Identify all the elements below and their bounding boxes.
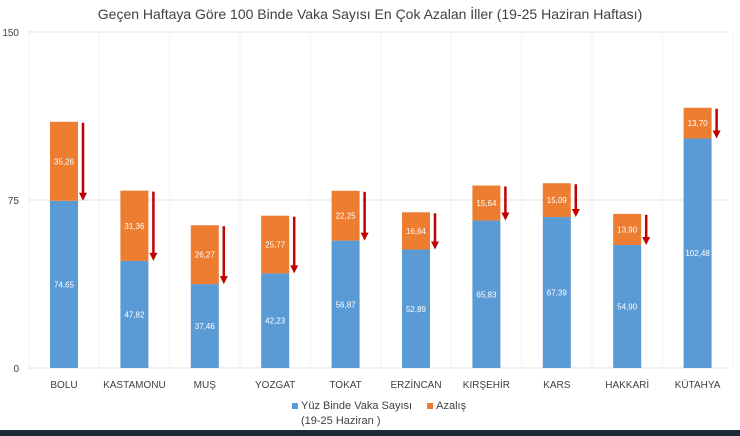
bar-cases [683, 138, 712, 368]
bar-cases [402, 249, 430, 368]
data-label: 15,09 [547, 196, 568, 205]
bar-decrease [542, 183, 571, 218]
x-tick-label: TOKAT [329, 380, 361, 391]
bar-cases [331, 240, 360, 368]
arrow-head [290, 265, 299, 274]
data-label: 74,65 [54, 280, 75, 289]
legend-label-cases-line2: (19-25 Haziran ) [301, 415, 381, 427]
data-label: 16,64 [406, 227, 427, 236]
bottom-bar [0, 430, 740, 436]
arrow-head [431, 241, 439, 250]
x-tick-label: MUŞ [194, 380, 217, 391]
arrow-head [501, 212, 510, 221]
bar-decrease [613, 213, 642, 246]
bar-cases [120, 260, 149, 368]
x-tick-label: YOZGAT [255, 380, 295, 391]
data-label: 22,25 [336, 212, 357, 221]
x-tick-label: KARS [543, 380, 571, 391]
data-label: 42,23 [265, 317, 286, 326]
arrow-head [360, 232, 369, 241]
data-label: 52,89 [406, 305, 427, 314]
bar-cases [190, 284, 219, 368]
arrow-head [571, 209, 580, 218]
data-label: 37,46 [195, 322, 216, 331]
bar-decrease [472, 185, 501, 221]
data-label: 13,90 [617, 225, 638, 234]
legend: Yüz Binde Vaka Sayısı Azalış (19-25 Hazi… [292, 399, 466, 429]
data-label: 102,48 [685, 249, 710, 258]
x-tick-label: HAKKARİ [605, 378, 649, 391]
arrow-head [642, 237, 651, 246]
x-tick-label: KASTAMONU [103, 380, 166, 391]
arrow-head [712, 130, 721, 139]
arrow-head [149, 252, 158, 261]
legend-item-decrease: Azalış [427, 400, 466, 412]
data-label: 31,36 [124, 222, 145, 231]
data-label: 47,82 [124, 310, 145, 319]
legend-label-cases: Yüz Binde Vaka Sayısı [301, 400, 413, 412]
data-label: 67,39 [547, 289, 568, 298]
x-tick-label: BOLU [50, 380, 77, 391]
bar-decrease [402, 212, 430, 250]
data-label: 56,87 [336, 300, 357, 309]
bar-decrease [190, 225, 219, 285]
bar-cases [261, 273, 290, 368]
bar-cases [50, 200, 78, 368]
bar-decrease [50, 121, 78, 201]
legend-swatch-orange [427, 403, 434, 410]
arrow-head [79, 192, 87, 201]
data-label: 15,64 [476, 199, 497, 208]
legend-label-decrease: Azalış [436, 400, 467, 412]
bar-cases [542, 217, 571, 368]
legend-swatch-blue [292, 403, 298, 410]
data-label: 26,27 [195, 251, 216, 260]
arrow-head [219, 276, 228, 285]
bar-cases [472, 220, 501, 368]
y-tick-label: 75 [8, 196, 20, 207]
x-tick-label: KIRŞEHİR [463, 378, 510, 391]
data-label: 35,26 [54, 157, 75, 166]
data-label: 54,90 [617, 303, 638, 312]
bar-cases [613, 245, 642, 368]
chart-title: Geçen Haftaya Göre 100 Binde Vaka Sayısı… [97, 6, 643, 22]
bar-decrease [683, 107, 712, 139]
legend-item-cases: Yüz Binde Vaka Sayısı [292, 400, 412, 412]
data-label: 13,70 [688, 119, 709, 128]
y-tick-label: 150 [2, 28, 19, 39]
bar-decrease [120, 190, 149, 261]
bar-decrease [331, 190, 360, 241]
data-label: 25,77 [265, 241, 286, 250]
data-label: 65,83 [476, 290, 497, 299]
y-tick-label: 0 [13, 364, 19, 375]
bar-decrease [261, 215, 290, 274]
x-tick-label: ERZİNCAN [390, 378, 441, 391]
x-tick-label: KÜTAHYA [675, 379, 721, 391]
